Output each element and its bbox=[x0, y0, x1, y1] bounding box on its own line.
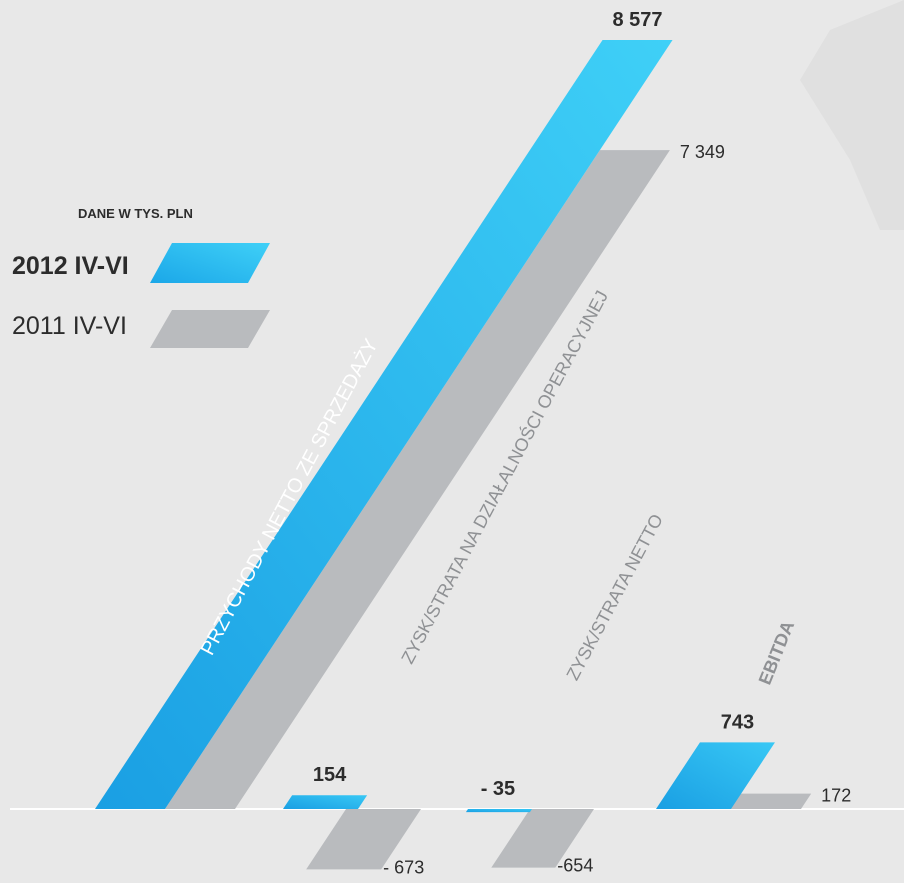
bar-2011-3 bbox=[726, 793, 812, 809]
value-label-2011-2: -654 bbox=[557, 856, 593, 876]
legend-label-2011: 2011 IV-VI bbox=[12, 312, 127, 340]
legend-swatch-2012 bbox=[150, 243, 270, 283]
value-label-2012-2: - 35 bbox=[481, 778, 515, 800]
bar-2012-2 bbox=[465, 809, 532, 813]
bar-2012-3 bbox=[656, 742, 775, 809]
bar-2011-0 bbox=[165, 150, 670, 810]
bar-2012-1 bbox=[283, 795, 368, 809]
bar-2011-2 bbox=[491, 809, 594, 868]
decorative-shape bbox=[800, 0, 904, 230]
value-label-2011-0: 7 349 bbox=[680, 142, 725, 162]
value-label-2011-3: 172 bbox=[821, 786, 851, 806]
value-label-2012-0: 8 577 bbox=[613, 9, 663, 31]
legend-label-2012: 2012 IV-VI bbox=[12, 252, 129, 280]
legend-swatch-2011 bbox=[150, 310, 270, 348]
legend-title: DANE W TYS. PLN bbox=[78, 206, 193, 221]
bar-2011-1 bbox=[306, 809, 421, 870]
bar-2012-0 bbox=[95, 40, 673, 809]
value-label-2012-1: 154 bbox=[313, 764, 347, 786]
value-label-2012-3: 743 bbox=[721, 711, 754, 733]
category-label-2: ZYSK/STRATA NETTO bbox=[562, 511, 667, 684]
value-label-2011-1: - 673 bbox=[383, 857, 424, 877]
category-label-3: EBITDA bbox=[755, 618, 799, 688]
